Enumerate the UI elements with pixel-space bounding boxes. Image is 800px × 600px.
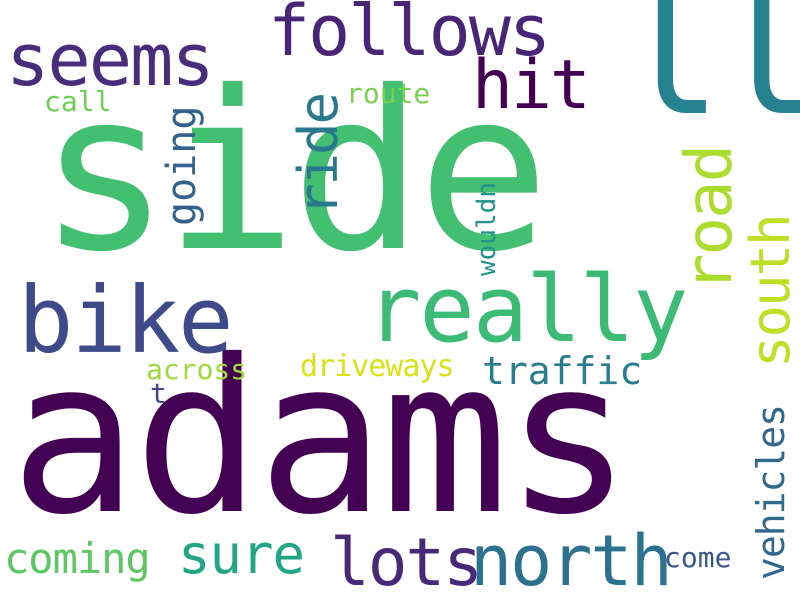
word-vehicles: vehicles [749, 404, 793, 580]
word-hit: hit [472, 46, 591, 125]
word-lots: lots [330, 524, 483, 600]
word-t: t [150, 377, 167, 410]
word-across: across [146, 353, 248, 386]
word-north: north [470, 520, 673, 600]
word-sure: sure [178, 523, 305, 586]
word-bike: bike [18, 267, 234, 374]
word-coming: coming [4, 534, 151, 583]
word-come: come [664, 541, 732, 574]
word-route: route [346, 77, 431, 110]
word-follows: follows [268, 0, 551, 72]
word-south: south [739, 215, 800, 368]
word-call: call [44, 85, 112, 118]
word-really: really [366, 256, 688, 363]
word-traffic: traffic [482, 349, 643, 393]
word-driveways: driveways [300, 349, 455, 384]
word-ll: ll [620, 0, 800, 154]
word-going: going [159, 105, 205, 226]
word-side: side [38, 44, 550, 300]
word-seems: seems [6, 18, 215, 102]
word-wouldn: wouldn [472, 182, 502, 276]
word-adams: adams [10, 314, 632, 561]
word-road: road [673, 145, 747, 292]
word-ride: ride [287, 93, 350, 216]
